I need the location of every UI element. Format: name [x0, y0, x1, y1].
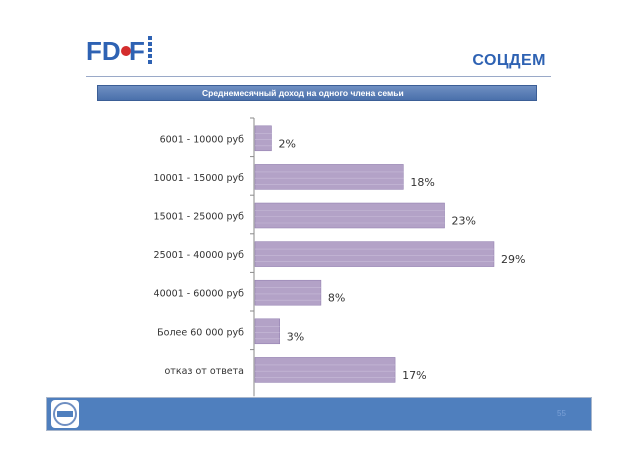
bar-4 — [254, 279, 322, 306]
category-label: 10001 - 15000 руб — [154, 173, 245, 184]
bar-6 — [254, 357, 396, 383]
svg-text:F: F — [129, 36, 145, 66]
section-title: СОЦДЕМ — [472, 52, 546, 69]
data-label: 23% — [452, 215, 476, 228]
data-label: 17% — [402, 369, 426, 382]
bar-3 — [254, 241, 495, 267]
bar-1 — [254, 164, 404, 190]
subtitle-banner: Среднемесячный доход на одного члена сем… — [97, 85, 537, 101]
data-label: 29% — [501, 253, 525, 266]
category-label: 25001 - 40000 руб — [154, 250, 245, 261]
footer-bar: 55 — [46, 397, 592, 431]
svg-text:FD: FD — [86, 36, 121, 66]
esomar-logo — [51, 400, 79, 428]
header-divider — [86, 76, 551, 77]
category-label: отказ от ответа — [165, 366, 245, 377]
company-logo: FD F — [86, 32, 156, 68]
bar-0 — [254, 125, 272, 152]
chart-subtitle: Среднемесячный доход на одного члена сем… — [202, 88, 404, 98]
category-label: Более 60 000 руб — [157, 327, 244, 338]
category-label: 15001 - 25000 руб — [154, 212, 245, 223]
data-label: 2% — [278, 137, 295, 150]
data-label: 8% — [328, 292, 345, 305]
bar-2 — [254, 202, 445, 229]
data-label: 3% — [287, 330, 304, 343]
bar-5 — [254, 318, 280, 345]
category-label: 40001 - 60000 руб — [154, 289, 245, 300]
data-label: 18% — [410, 176, 434, 189]
category-label: 6001 - 10000 руб — [160, 134, 245, 145]
page-number: 55 — [557, 409, 566, 418]
